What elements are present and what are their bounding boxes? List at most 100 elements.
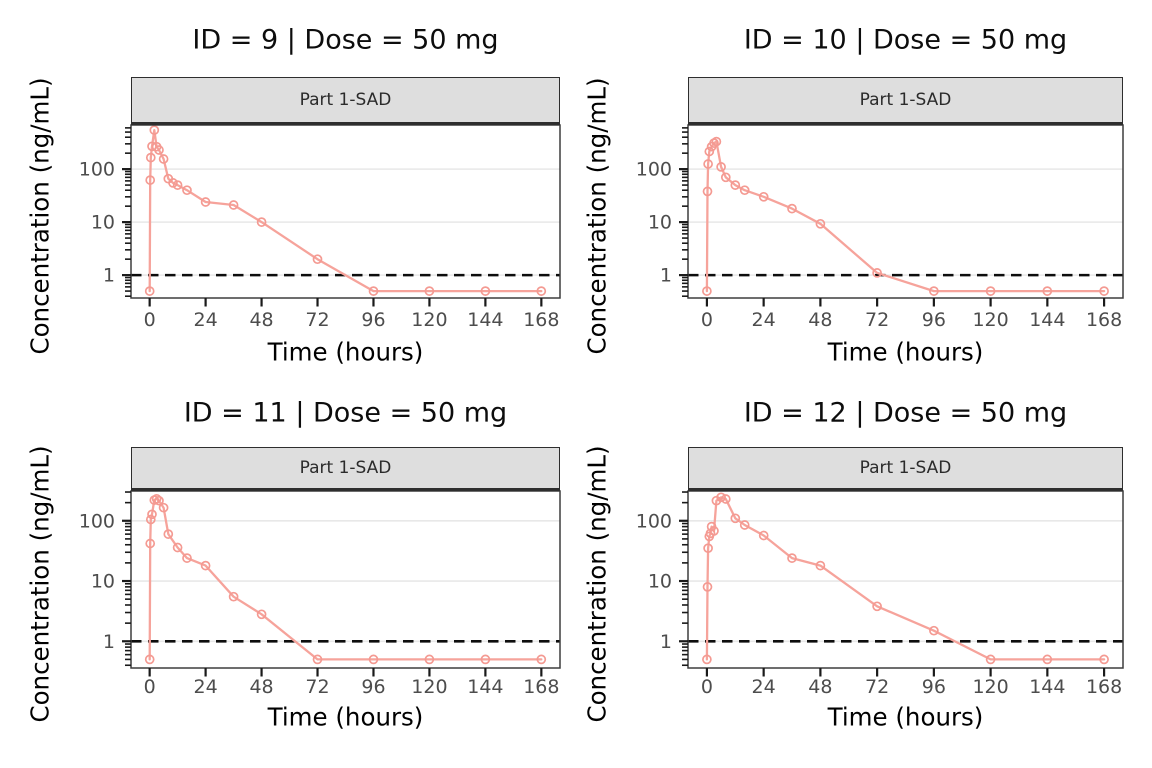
- data-point: [145, 175, 156, 185]
- y-axis-title: Concentration (ng/mL): [25, 445, 55, 723]
- data-point: [158, 502, 169, 513]
- data-point: [739, 185, 750, 196]
- x-axis-title: Time (hours): [267, 337, 424, 367]
- concentration-series: [705, 496, 1106, 661]
- data-point: [151, 493, 162, 504]
- x-tick-label: 144: [467, 676, 503, 698]
- y-tick-label: 100: [79, 510, 115, 532]
- x-tick-label: 168: [523, 676, 559, 698]
- y-axis-title: Concentration (ng/mL): [582, 77, 612, 355]
- facet-strip: Part 1-SAD: [131, 447, 560, 491]
- x-tick-label: 48: [249, 309, 273, 331]
- data-point: [182, 185, 192, 196]
- panel-background: [131, 125, 560, 298]
- data-point: [1042, 654, 1053, 665]
- data-point: [872, 268, 882, 278]
- y-tick-label: 100: [636, 510, 672, 532]
- x-axis-title: Time (hours): [827, 702, 984, 732]
- data-point-markers: [702, 136, 1109, 296]
- concentration-series: [148, 497, 543, 661]
- data-point: [758, 530, 769, 541]
- panel-plot-area-0: 1 10 100 0 24 48 72 96 120 144 168: [79, 124, 561, 331]
- data-point: [256, 609, 267, 620]
- data-point: [702, 286, 712, 296]
- y-tick-label: 1: [103, 631, 115, 653]
- panel-title: ID = 11 | Dose = 50 mg: [183, 397, 508, 429]
- axis-ticks: 1 10 100 0 24 48 72 96 120 144 168: [636, 127, 1122, 331]
- data-point-markers: [144, 125, 547, 296]
- x-tick-label: 24: [194, 676, 218, 698]
- facet-strip-label: Part 1-SAD: [859, 90, 952, 110]
- data-point: [144, 654, 155, 665]
- x-tick-label: 72: [865, 309, 889, 331]
- y-axis-title: Concentration (ng/mL): [582, 445, 612, 723]
- data-point: [758, 191, 769, 202]
- concentration-series: [705, 140, 1106, 293]
- facet-strip: Part 1-SAD: [131, 77, 560, 125]
- data-point: [228, 200, 239, 210]
- data-point: [985, 286, 996, 296]
- data-point: [424, 654, 435, 665]
- panel-border: [687, 124, 1124, 299]
- data-point: [154, 495, 164, 506]
- data-point: [709, 526, 719, 536]
- x-tick-label: 96: [361, 309, 385, 331]
- data-point: [368, 286, 379, 296]
- x-tick-label: 48: [808, 309, 832, 331]
- x-tick-label: 72: [305, 676, 329, 698]
- concentration-series: [148, 128, 543, 293]
- data-point: [929, 286, 939, 296]
- data-point: [182, 553, 192, 563]
- panel-plot-area-2: 1 10 100 0 24 48 72 96 120 144 168: [79, 490, 561, 698]
- panel-border: [130, 490, 561, 669]
- data-point: [536, 286, 547, 296]
- y-tick-label: 10: [91, 571, 115, 593]
- x-tick-label: 0: [701, 676, 713, 698]
- data-point: [424, 286, 435, 296]
- data-point: [172, 180, 183, 190]
- x-tick-label: 24: [752, 309, 776, 331]
- facet-strip: Part 1-SAD: [688, 77, 1123, 125]
- data-point: [145, 514, 156, 525]
- data-point: [168, 178, 178, 188]
- data-point: [200, 560, 211, 571]
- data-point: [702, 654, 712, 665]
- data-point: [703, 159, 713, 169]
- data-point: [739, 520, 750, 530]
- data-point: [787, 553, 797, 563]
- data-point: [716, 162, 726, 172]
- data-point: [228, 591, 239, 602]
- data-point: [702, 186, 713, 197]
- data-point: [1099, 286, 1109, 296]
- data-point: [200, 197, 211, 207]
- data-point-markers: [702, 492, 1109, 665]
- data-point: [144, 286, 155, 296]
- data-point: [1099, 654, 1109, 665]
- panel-title: ID = 10 | Dose = 50 mg: [743, 24, 1068, 56]
- x-tick-label: 48: [249, 676, 273, 698]
- y-tick-label: 10: [91, 212, 115, 234]
- x-tick-label: 48: [808, 676, 832, 698]
- x-tick-label: 144: [1029, 676, 1065, 698]
- data-point: [703, 543, 713, 554]
- panel-title: ID = 9 | Dose = 50 mg: [192, 24, 499, 56]
- data-point: [720, 494, 731, 504]
- x-tick-label: 0: [144, 309, 156, 331]
- x-tick-label: 72: [305, 309, 329, 331]
- data-point: [815, 218, 826, 229]
- data-point: [1042, 286, 1053, 296]
- data-point: [145, 538, 156, 549]
- data-point: [158, 154, 169, 164]
- data-point: [154, 145, 164, 155]
- x-tick-label: 0: [144, 676, 156, 698]
- y-tick-label: 1: [103, 265, 115, 287]
- data-point: [163, 529, 174, 539]
- data-point: [716, 492, 726, 503]
- y-tick-label: 10: [648, 212, 672, 234]
- panel-border: [130, 124, 561, 299]
- x-tick-label: 0: [701, 309, 713, 331]
- data-point: [149, 125, 160, 135]
- facet-strip-label: Part 1-SAD: [859, 458, 952, 478]
- data-point: [256, 217, 267, 227]
- x-tick-label: 120: [411, 676, 447, 698]
